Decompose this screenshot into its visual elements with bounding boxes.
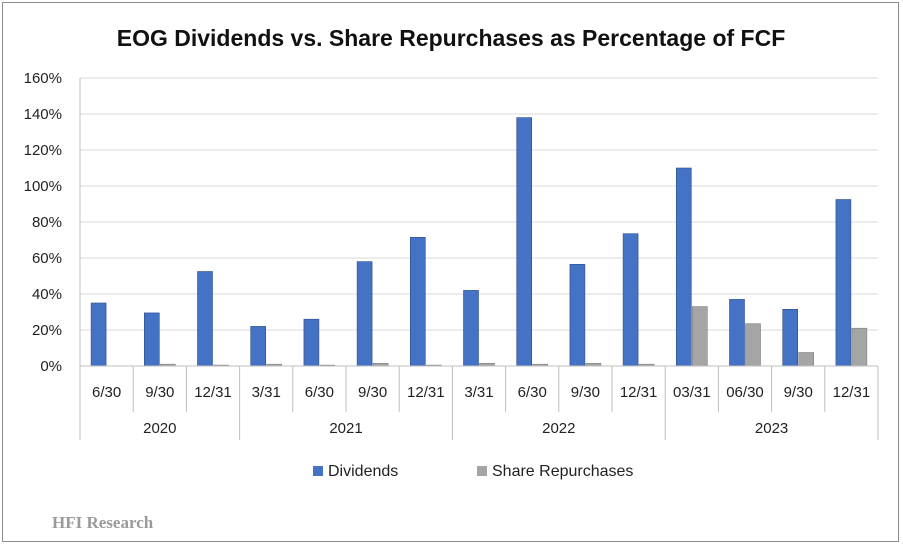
bar-dividends (782, 308, 799, 367)
chart-title: EOG Dividends vs. Share Repurchases as P… (117, 25, 786, 51)
bar-dividends (250, 326, 266, 367)
bar-dividends (356, 261, 373, 367)
y-axis: 0% 20% 40% 60% 80% 100% 120% 140% 160% (24, 70, 81, 375)
bar-dividends (144, 312, 160, 367)
bar-dividends (197, 271, 213, 367)
y-tick-label: 0% (40, 358, 62, 375)
x-group-label: 2020 (143, 420, 176, 437)
bar-dividends (463, 290, 479, 367)
y-tick-label: 140% (24, 106, 62, 123)
bar-share-repurchases (851, 327, 868, 367)
bar-dividends (569, 263, 586, 367)
bar-dividends (675, 167, 692, 367)
bars (90, 117, 868, 367)
x-tick-label: 12/31 (407, 384, 445, 401)
bar-dividends (303, 318, 320, 367)
x-tick-label: 12/31 (620, 384, 658, 401)
x-tick-label: 9/30 (571, 384, 600, 401)
legend-share-repurchases-swatch (477, 466, 487, 476)
x-axis: 6/30 9/30 12/31 3/31 6/30 9/30 12/31 3/31 6/30 9/… (79, 365, 879, 440)
x-group-label: 2023 (755, 420, 788, 437)
x-group-label: 2022 (542, 420, 575, 437)
watermark: HFI Research (52, 513, 154, 532)
bar-dividends (409, 237, 426, 367)
x-tick-label: 03/31 (673, 384, 711, 401)
legend: Dividends Share Repurchases (313, 463, 633, 480)
legend-dividends-label: Dividends (328, 463, 398, 480)
bar-dividends (90, 302, 107, 367)
legend-share-repurchases-label: Share Repurchases (492, 463, 633, 480)
bar-share-repurchases (745, 323, 761, 367)
x-tick-label: 9/30 (145, 384, 174, 401)
x-tick-label: 6/30 (305, 384, 334, 401)
bar-dividends (516, 117, 533, 367)
x-tick-label: 3/31 (464, 384, 493, 401)
x-tick-label: 9/30 (358, 384, 387, 401)
legend-dividends-swatch (313, 466, 323, 476)
x-tick-label: 12/31 (194, 384, 232, 401)
x-tick-label: 3/31 (252, 384, 281, 401)
y-tick-label: 100% (24, 178, 62, 195)
bar-dividends (622, 233, 639, 367)
bar-dividends (729, 299, 745, 367)
bar-share-repurchases (798, 352, 815, 367)
bar-dividends (835, 199, 852, 367)
y-tick-label: 60% (32, 250, 62, 267)
bar-share-repurchases (691, 306, 708, 367)
y-tick-label: 20% (32, 322, 62, 339)
x-tick-label: 06/30 (726, 384, 764, 401)
x-tick-label: 6/30 (92, 384, 121, 401)
y-tick-label: 40% (32, 286, 62, 303)
y-tick-label: 80% (32, 214, 62, 231)
x-group-label: 2021 (329, 420, 362, 437)
x-tick-label: 9/30 (784, 384, 813, 401)
x-tick-label: 6/30 (518, 384, 547, 401)
y-tick-label: 160% (24, 70, 62, 87)
y-tick-label: 120% (24, 142, 62, 159)
x-tick-label: 12/31 (833, 384, 871, 401)
